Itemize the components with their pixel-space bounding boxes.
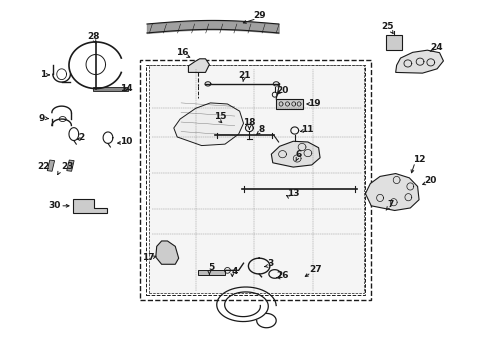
Text: 17: 17 — [142, 253, 154, 262]
Text: 15: 15 — [213, 112, 226, 121]
Text: 10: 10 — [120, 137, 132, 146]
Text: 21: 21 — [238, 71, 250, 80]
Polygon shape — [173, 103, 243, 145]
Polygon shape — [365, 174, 418, 211]
Text: 27: 27 — [308, 265, 321, 274]
Text: 5: 5 — [208, 264, 214, 273]
Text: 6: 6 — [295, 150, 302, 159]
Text: 4: 4 — [231, 267, 238, 276]
Bar — [93, 87, 128, 91]
Text: 7: 7 — [387, 200, 393, 209]
Bar — [140, 60, 370, 300]
Bar — [146, 64, 364, 296]
Bar — [276, 99, 303, 109]
Text: 20: 20 — [424, 176, 436, 185]
Bar — [67, 160, 74, 171]
Polygon shape — [156, 241, 178, 264]
Text: 19: 19 — [307, 99, 320, 108]
Bar — [198, 270, 224, 275]
Bar — [47, 160, 55, 171]
Polygon shape — [188, 59, 209, 72]
Text: 26: 26 — [276, 270, 288, 279]
Bar — [385, 35, 401, 50]
Text: 13: 13 — [286, 189, 299, 198]
Text: 9: 9 — [39, 114, 45, 123]
Polygon shape — [149, 65, 363, 293]
Text: 20: 20 — [276, 86, 288, 95]
Polygon shape — [395, 50, 443, 73]
Text: 29: 29 — [252, 11, 265, 20]
Polygon shape — [73, 199, 107, 213]
Text: 30: 30 — [48, 201, 61, 210]
Text: 23: 23 — [61, 162, 74, 171]
Text: 1: 1 — [41, 70, 47, 79]
Text: 16: 16 — [176, 48, 188, 57]
Polygon shape — [271, 141, 320, 167]
Text: 22: 22 — [37, 162, 50, 171]
Text: 12: 12 — [412, 155, 425, 164]
Text: 11: 11 — [300, 125, 312, 134]
Text: 8: 8 — [258, 125, 264, 134]
Text: 25: 25 — [380, 22, 393, 31]
Text: 24: 24 — [429, 43, 442, 52]
Text: 3: 3 — [266, 259, 273, 268]
Text: 2: 2 — [78, 133, 84, 142]
Text: 14: 14 — [120, 84, 133, 93]
Text: 28: 28 — [87, 32, 100, 41]
Text: 18: 18 — [243, 118, 255, 127]
